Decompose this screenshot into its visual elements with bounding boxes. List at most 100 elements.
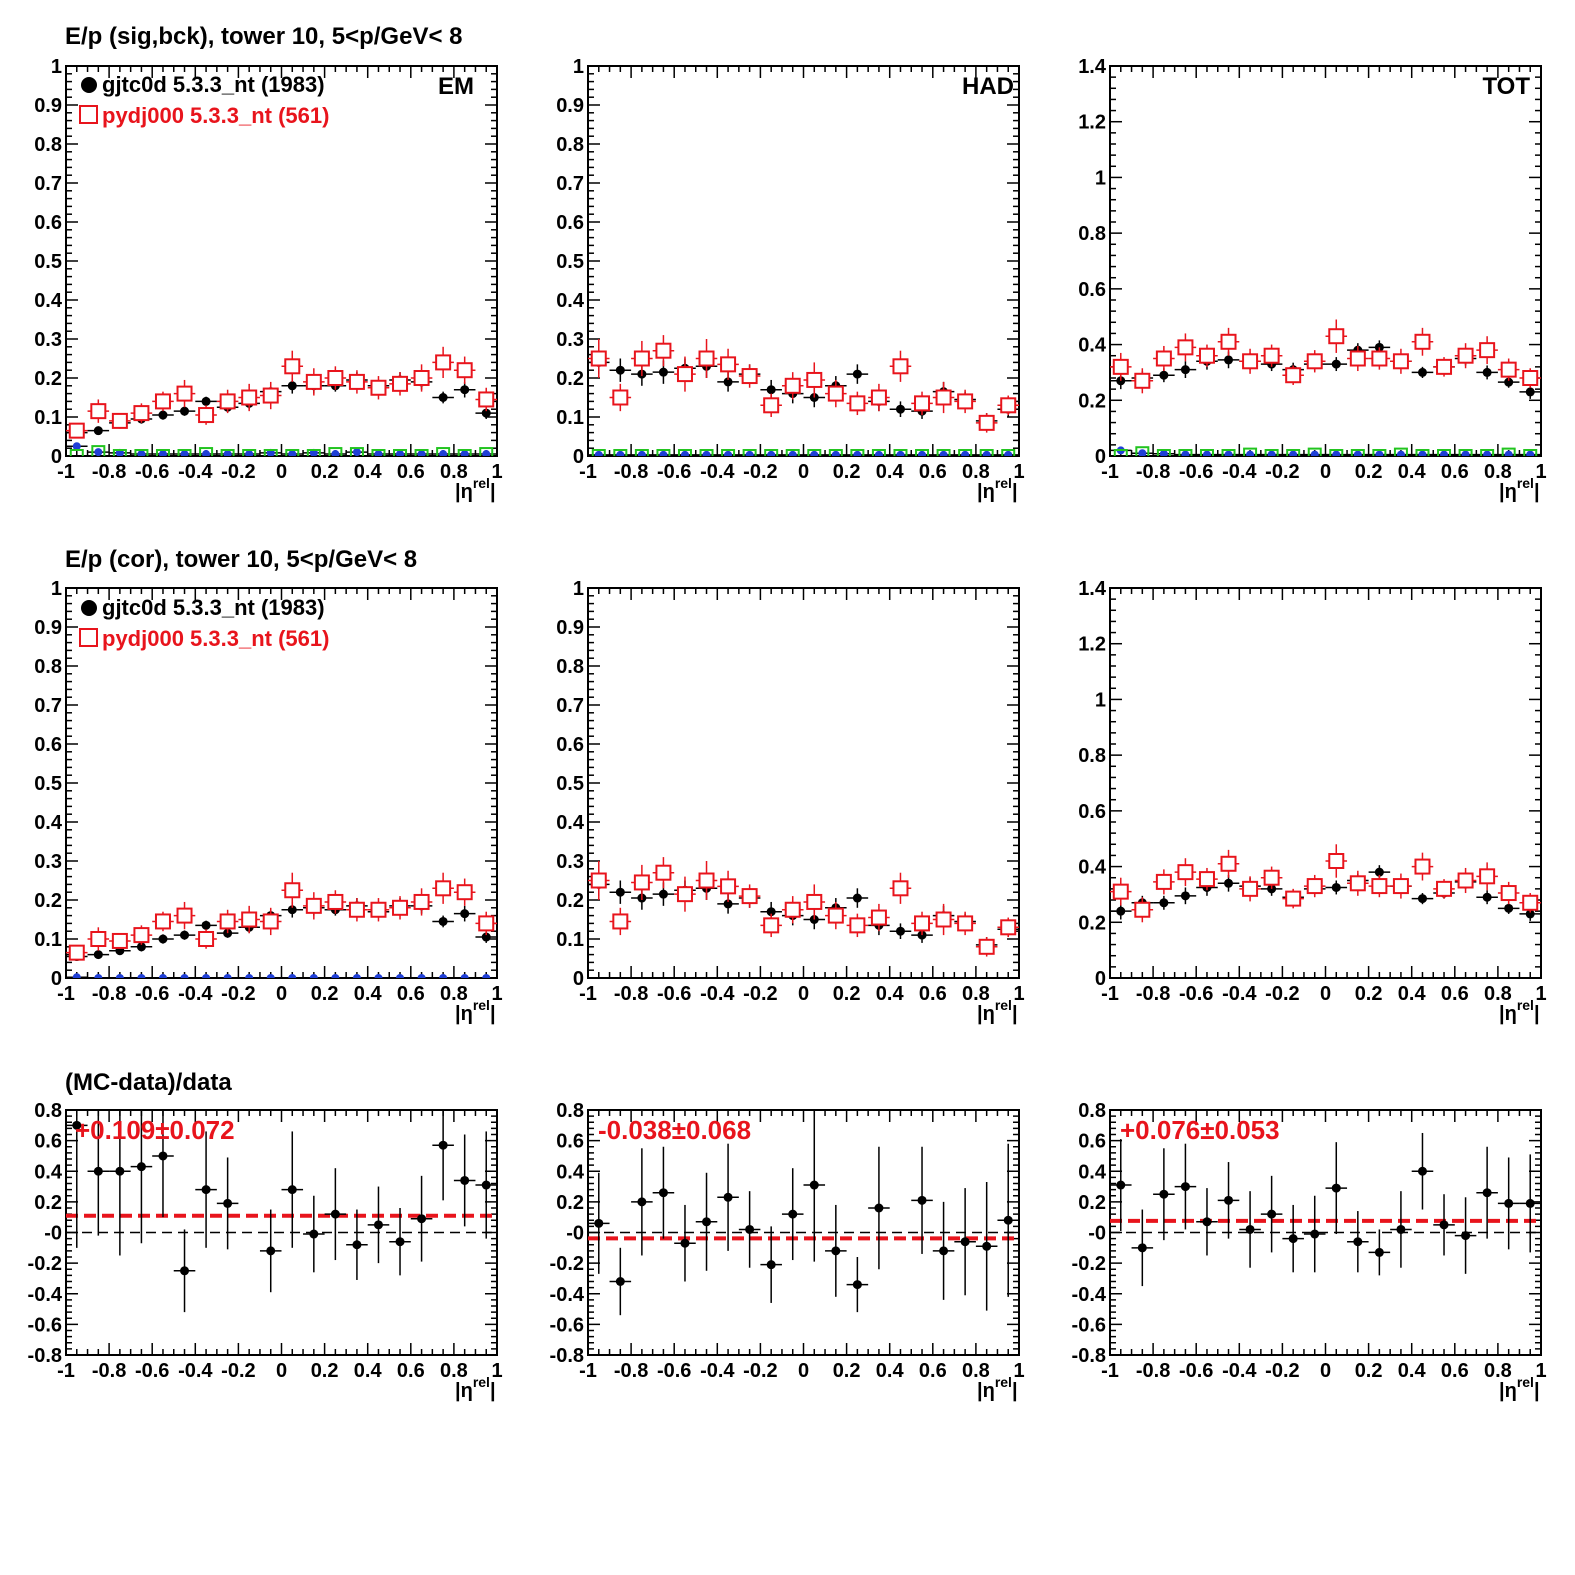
bg-data-point: [1396, 450, 1405, 456]
bg-mc-point: [1156, 449, 1171, 456]
mc-point: [133, 927, 150, 944]
mc-point: [870, 389, 887, 406]
data-point: [874, 1203, 884, 1213]
y-tick-label: 1: [573, 578, 584, 600]
bg-data-point: [245, 974, 254, 978]
x-tick-label: 0.4: [876, 461, 905, 483]
data-point: [615, 1277, 625, 1286]
x-tick-label: -0.4: [1222, 1360, 1257, 1382]
data-point: [1245, 1224, 1255, 1234]
bg-data-point: [680, 450, 689, 456]
bg-data-point: [115, 974, 124, 978]
bg-mc-point: [306, 449, 321, 456]
mc-point: [1112, 883, 1129, 900]
bg-data-point: [202, 974, 211, 978]
data-point: [352, 1240, 362, 1250]
bg-data-point: [874, 450, 883, 456]
x-tick-label: -0.6: [135, 1360, 169, 1382]
mc-point: [456, 362, 473, 379]
x-tick-label: 0.4: [876, 1360, 905, 1382]
mc-point: [435, 354, 452, 371]
mc-point: [914, 395, 931, 412]
x-tick-label: 0.6: [1441, 983, 1469, 1005]
x-tick-label: -0.4: [700, 1360, 735, 1382]
bg-mc-point: [1523, 449, 1538, 456]
bg-mc-point: [457, 449, 472, 456]
x-tick-label: -0.2: [221, 461, 255, 483]
bg-mc-point: [263, 449, 278, 456]
y-tick-label: -0.4: [28, 1284, 63, 1306]
data-point: [201, 1185, 211, 1195]
x-tick-label: 0.2: [833, 1360, 861, 1382]
mc-point: [1242, 353, 1259, 370]
x-tick-label: -0.4: [700, 983, 735, 1005]
data-point: [895, 926, 905, 936]
panel-cor-tot: 0 0.2 0.4 0.6 0.8 1 1.2 1.4 -1 -0.8 -0.6 -0.4 -0.2 0 0…: [1078, 578, 1546, 1025]
y-tick-label: 0.8: [556, 656, 584, 678]
mc-point: [935, 389, 952, 406]
bg-mc-point: [1458, 449, 1473, 456]
mc-point: [370, 901, 387, 918]
y-tick-label: 1: [1095, 167, 1106, 189]
x-axis-label-close: |: [1012, 1003, 1018, 1025]
series-bg_mc: [69, 445, 494, 456]
x-tick-label: 0.8: [1484, 1360, 1512, 1382]
data-point: [1461, 1231, 1471, 1241]
mc-point: [241, 911, 258, 928]
y-tick-label: 0.9: [556, 617, 584, 639]
bg-data-point: [1004, 450, 1013, 456]
bg-data-point: [396, 974, 405, 978]
data-point: [136, 942, 146, 952]
mc-point: [784, 377, 801, 394]
y-tick-label: 0.6: [556, 734, 584, 756]
data-point: [1180, 365, 1190, 375]
y-tick-label: -0: [566, 1223, 584, 1245]
y-tick-label: 0.9: [34, 95, 62, 117]
ratio-annotation-em: +0.109±0.072: [75, 1115, 235, 1145]
bg-data-point: [788, 450, 797, 456]
series-mc: [1110, 319, 1541, 394]
y-tick-label: 0.6: [1078, 1131, 1106, 1153]
bg-data-point: [1246, 450, 1255, 456]
mc-point: [806, 371, 823, 388]
data-point: [788, 1209, 798, 1219]
data-point: [72, 1120, 82, 1130]
data-point: [1159, 1189, 1169, 1199]
bg-data-point: [374, 450, 383, 456]
data-point: [1504, 377, 1514, 387]
legend-cor: gjtc0d 5.3.3_nt (1983) pydj000 5.3.3_nt …: [79, 595, 329, 651]
bg-mc-point: [328, 447, 343, 456]
x-tick-label: 0.2: [833, 983, 861, 1005]
y-tick-label: 0.1: [556, 407, 584, 429]
y-tick-label: 0.7: [556, 695, 584, 717]
x-tick-label: 0.6: [1441, 461, 1469, 483]
bg-data-point: [1353, 450, 1362, 456]
x-tick-label: -0.2: [743, 983, 777, 1005]
y-tick-label: 1.2: [1078, 112, 1106, 134]
bg-data-point: [659, 450, 668, 456]
x-axis-label-sup: rel: [995, 997, 1012, 1013]
mc-point: [1392, 878, 1409, 895]
y-tick-label: 0.8: [556, 1100, 584, 1122]
bg-mc-point: [677, 449, 692, 456]
bg-mc-point: [1393, 447, 1408, 456]
data-point: [158, 934, 168, 944]
data-point: [1331, 882, 1341, 892]
bg-data-point: [616, 450, 625, 456]
bg-mc-point: [220, 449, 235, 456]
x-tick-label: 0: [1320, 461, 1331, 483]
mc-point: [1457, 872, 1474, 889]
mc-point: [1263, 869, 1280, 886]
mc-point: [1306, 878, 1323, 895]
data-point: [1224, 878, 1234, 888]
mc-point: [655, 864, 672, 881]
x-tick-label: 0.4: [876, 983, 905, 1005]
x-tick-label: 0.2: [311, 461, 339, 483]
bg-data-point: [439, 450, 448, 456]
bg-data-point: [180, 450, 189, 456]
y-tick-label: -0: [44, 1223, 62, 1245]
x-tick-label: -0.6: [657, 1360, 691, 1382]
mc-point: [241, 389, 258, 406]
y-tick-label: 0.1: [34, 407, 62, 429]
bg-mc-point: [656, 449, 671, 456]
